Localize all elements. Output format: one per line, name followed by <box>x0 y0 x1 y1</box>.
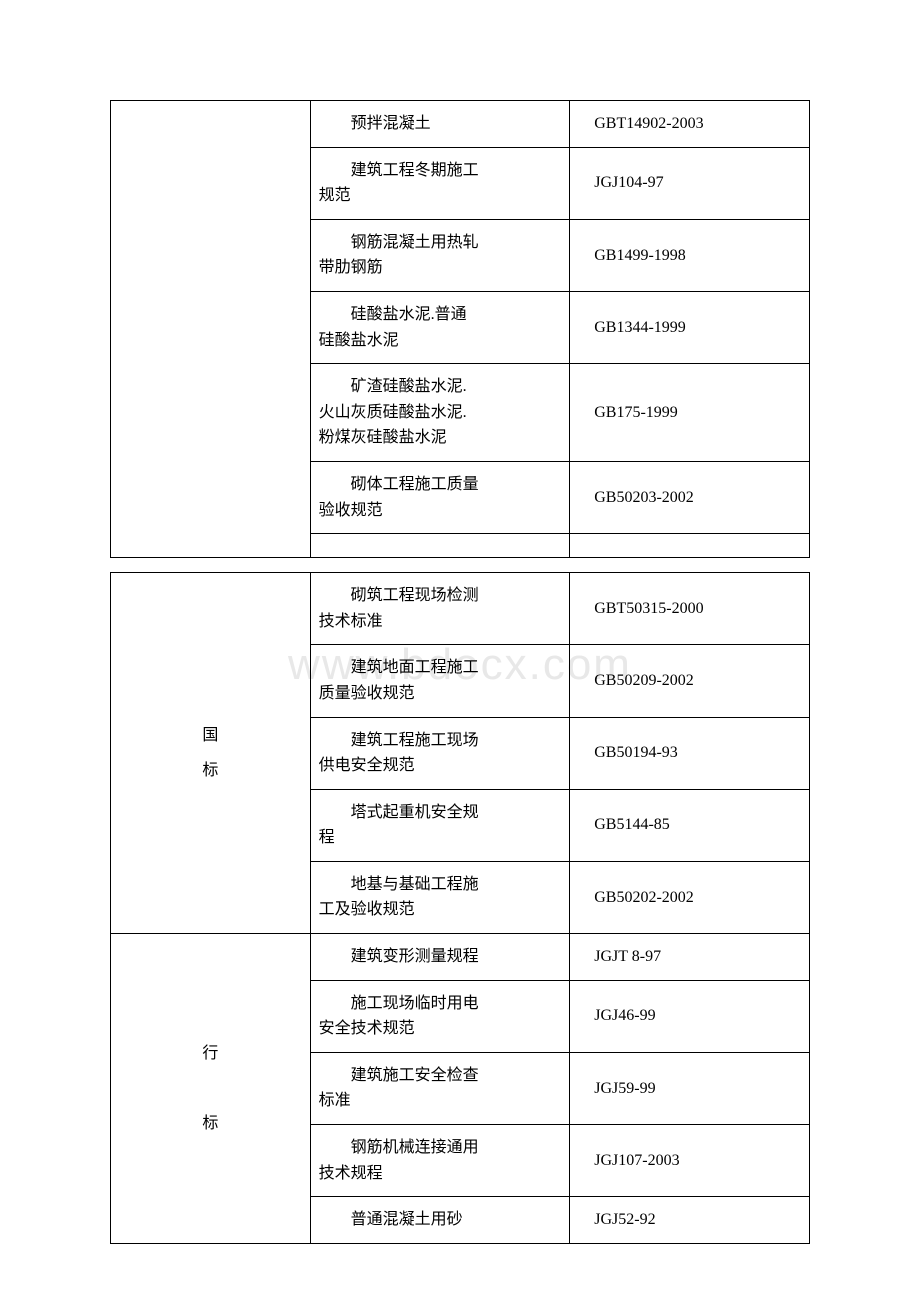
name-text: 普通混凝土用砂 <box>319 1207 562 1233</box>
standard-code-cell: GB175-1999 <box>570 364 810 462</box>
name-text: 砌筑工程现场检测 <box>319 583 562 609</box>
standard-code-cell: JGJ104-97 <box>570 147 810 219</box>
standard-name-cell: 建筑工程冬期施工 规范 <box>310 147 570 219</box>
name-text: 粉煤灰硅酸盐水泥 <box>319 429 447 446</box>
standard-code-cell: JGJT 8-97 <box>570 934 810 981</box>
name-text: 硅酸盐水泥.普通 <box>319 302 562 328</box>
standards-table-2: 国 标 砌筑工程现场检测 技术标准 GBT50315-2000 建筑地面工程施工… <box>110 572 810 1244</box>
empty-cell <box>570 534 810 558</box>
standards-table-1: 预拌混凝土 GBT14902-2003 建筑工程冬期施工 规范 JGJ104-9… <box>110 100 810 558</box>
standard-code-cell: GB50194-93 <box>570 717 810 789</box>
standard-name-cell: 砌体工程施工质量 验收规范 <box>310 461 570 533</box>
standard-name-cell: 矿渣硅酸盐水泥. 火山灰质硅酸盐水泥. 粉煤灰硅酸盐水泥 <box>310 364 570 462</box>
name-text: 钢筋混凝土用热轧 <box>319 230 562 256</box>
name-text: 验收规范 <box>319 502 383 519</box>
name-text: 工及验收规范 <box>319 901 415 918</box>
name-text: 施工现场临时用电 <box>319 991 562 1017</box>
name-text: 技术规程 <box>319 1165 383 1182</box>
standard-code-cell: GB1499-1998 <box>570 219 810 291</box>
standard-name-cell: 塔式起重机安全规 程 <box>310 789 570 861</box>
name-text: 质量验收规范 <box>319 685 415 702</box>
standard-code-cell: GB5144-85 <box>570 789 810 861</box>
standard-code-cell: GBT50315-2000 <box>570 573 810 645</box>
standard-code-cell: JGJ46-99 <box>570 980 810 1052</box>
category-text: 标 <box>202 1115 218 1132</box>
table-row: 行 标 建筑变形测量规程 JGJT 8-97 <box>111 934 810 981</box>
name-text: 建筑工程施工现场 <box>319 728 562 754</box>
name-text: 标准 <box>319 1092 351 1109</box>
standard-name-cell: 普通混凝土用砂 <box>310 1197 570 1244</box>
table-row: 预拌混凝土 GBT14902-2003 <box>111 101 810 148</box>
name-text: 钢筋机械连接通用 <box>319 1135 562 1161</box>
name-text: 安全技术规范 <box>319 1020 415 1037</box>
name-text: 火山灰质硅酸盐水泥. <box>319 404 467 421</box>
standard-code-cell: GB50202-2002 <box>570 861 810 933</box>
name-text: 带肋钢筋 <box>319 259 383 276</box>
standard-code-cell: JGJ107-2003 <box>570 1125 810 1197</box>
standard-name-cell: 预拌混凝土 <box>310 101 570 148</box>
standard-code-cell: GB50203-2002 <box>570 461 810 533</box>
standard-name-cell: 建筑变形测量规程 <box>310 934 570 981</box>
standard-name-cell: 地基与基础工程施 工及验收规范 <box>310 861 570 933</box>
standard-name-cell: 砌筑工程现场检测 技术标准 <box>310 573 570 645</box>
standard-name-cell: 建筑地面工程施工 质量验收规范 <box>310 645 570 717</box>
category-text: 国 <box>202 727 218 744</box>
name-text: 硅酸盐水泥 <box>319 332 399 349</box>
standard-code-cell: GB1344-1999 <box>570 291 810 363</box>
name-text: 矿渣硅酸盐水泥. <box>319 374 562 400</box>
standard-code-cell: GB50209-2002 <box>570 645 810 717</box>
name-text: 地基与基础工程施 <box>319 872 562 898</box>
name-text: 预拌混凝土 <box>319 111 562 137</box>
standard-name-cell: 建筑工程施工现场 供电安全规范 <box>310 717 570 789</box>
name-text: 建筑地面工程施工 <box>319 655 562 681</box>
category-cell-industry: 行 标 <box>111 934 311 1244</box>
category-text: 标 <box>202 762 218 779</box>
name-text: 建筑工程冬期施工 <box>319 158 562 184</box>
standard-name-cell: 施工现场临时用电 安全技术规范 <box>310 980 570 1052</box>
name-text: 砌体工程施工质量 <box>319 472 562 498</box>
standard-name-cell: 钢筋混凝土用热轧 带肋钢筋 <box>310 219 570 291</box>
standard-name-cell: 硅酸盐水泥.普通 硅酸盐水泥 <box>310 291 570 363</box>
name-text: 供电安全规范 <box>319 757 415 774</box>
category-text: 行 <box>202 1045 218 1062</box>
empty-cell <box>310 534 570 558</box>
name-text: 塔式起重机安全规 <box>319 800 562 826</box>
category-cell-national: 国 标 <box>111 573 311 934</box>
name-text: 程 <box>319 829 335 846</box>
standard-code-cell: GBT14902-2003 <box>570 101 810 148</box>
standard-code-cell: JGJ52-92 <box>570 1197 810 1244</box>
name-text: 建筑变形测量规程 <box>319 944 562 970</box>
table-row: 国 标 砌筑工程现场检测 技术标准 GBT50315-2000 <box>111 573 810 645</box>
category-cell-empty <box>111 101 311 558</box>
name-text: 规范 <box>319 187 351 204</box>
standard-name-cell: 建筑施工安全检查 标准 <box>310 1052 570 1124</box>
standard-name-cell: 钢筋机械连接通用 技术规程 <box>310 1125 570 1197</box>
name-text: 建筑施工安全检查 <box>319 1063 562 1089</box>
name-text: 技术标准 <box>319 613 383 630</box>
standard-code-cell: JGJ59-99 <box>570 1052 810 1124</box>
